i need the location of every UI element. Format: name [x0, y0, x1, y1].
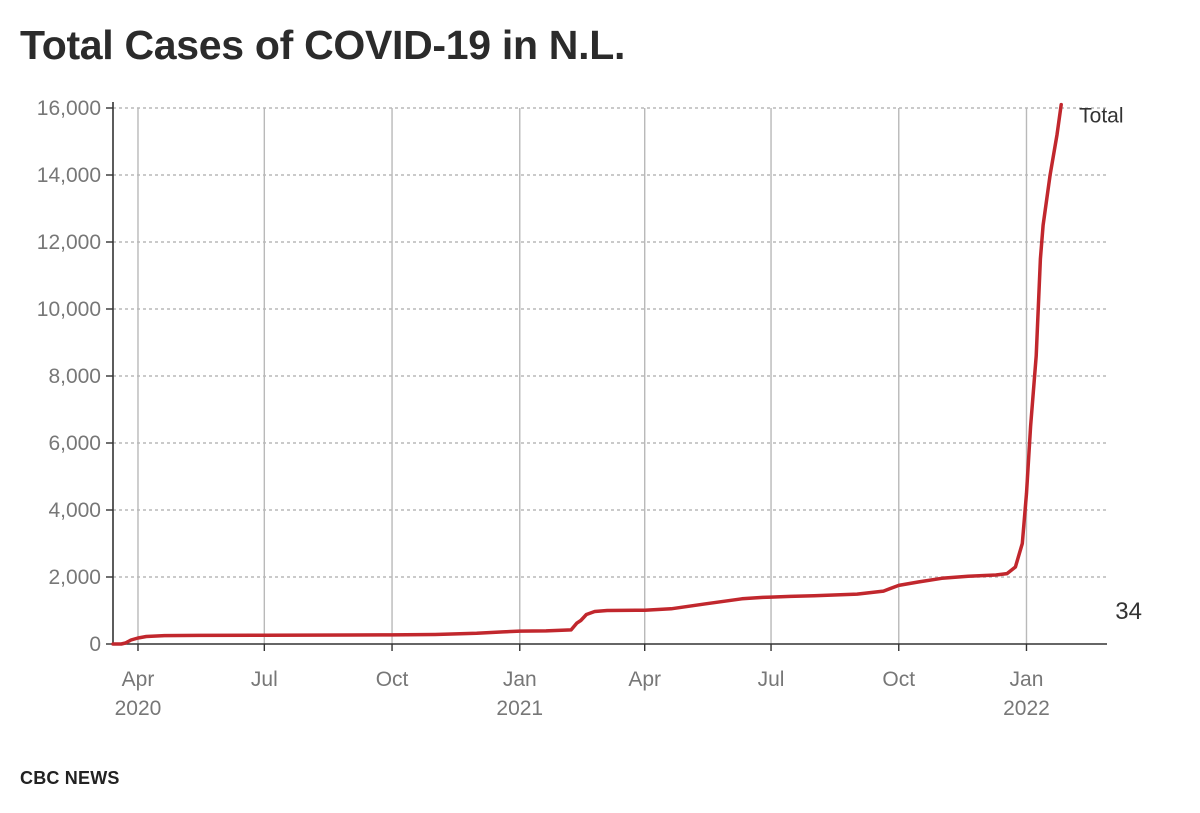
x-tick-labels: Apr 2020 Jul Oct Jan 2021 Apr Jul Oct Jan 2022: [115, 668, 1050, 720]
y-tick-label: 6,000: [48, 432, 101, 455]
x-tick-label: Oct: [376, 668, 409, 691]
annotation-label: 34: [1115, 598, 1142, 625]
x-tick-label: Jan: [1010, 668, 1044, 691]
y-tick-label: 8,000: [48, 365, 101, 388]
y-tick-label: 14,000: [37, 164, 101, 187]
y-tick-label: 16,000: [37, 97, 101, 120]
x-tick-label: Apr: [628, 668, 661, 691]
series-end-label: Total: [1079, 105, 1123, 128]
source-credit: CBC NEWS: [20, 768, 120, 788]
series-lines: [111, 102, 1063, 646]
y-tick-label: 0: [89, 633, 101, 656]
x-tick-year-label: 2021: [496, 697, 543, 720]
series-labels: Total 34: [1079, 105, 1142, 625]
x-tick-label: Jul: [758, 668, 785, 691]
chart-title: Total Cases of COVID-19 in N.L.: [20, 22, 626, 68]
series-line-total: [111, 102, 1063, 646]
x-tick-year-label: 2022: [1003, 697, 1050, 720]
horizontal-gridlines: [113, 107, 1107, 578]
x-tick-label: Jan: [503, 668, 537, 691]
y-tick-labels: 0 2,000 4,000 6,000 8,000 10,000 12,000 14,000 1…: [37, 97, 101, 656]
x-tick-label: Apr: [122, 668, 155, 691]
y-tick-label: 2,000: [48, 566, 101, 589]
x-tick-label: Jul: [251, 668, 278, 691]
y-tick-label: 4,000: [48, 499, 101, 522]
y-tick-label: 12,000: [37, 231, 101, 254]
y-tick-label: 10,000: [37, 298, 101, 321]
x-tick-label: Oct: [882, 668, 915, 691]
axes: [106, 102, 1107, 651]
x-tick-year-label: 2020: [115, 697, 162, 720]
